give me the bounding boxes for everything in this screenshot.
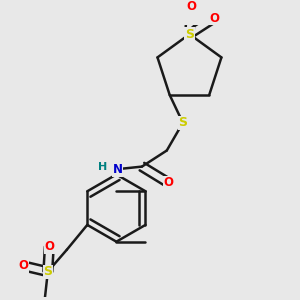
Text: O: O: [18, 259, 28, 272]
Text: O: O: [44, 240, 54, 253]
Text: H: H: [98, 162, 107, 172]
Text: O: O: [209, 12, 219, 25]
Text: S: S: [178, 116, 188, 129]
Text: N: N: [113, 163, 123, 176]
Text: S: S: [43, 265, 52, 278]
Text: O: O: [163, 176, 173, 189]
Text: S: S: [185, 28, 194, 41]
Text: O: O: [186, 0, 196, 13]
